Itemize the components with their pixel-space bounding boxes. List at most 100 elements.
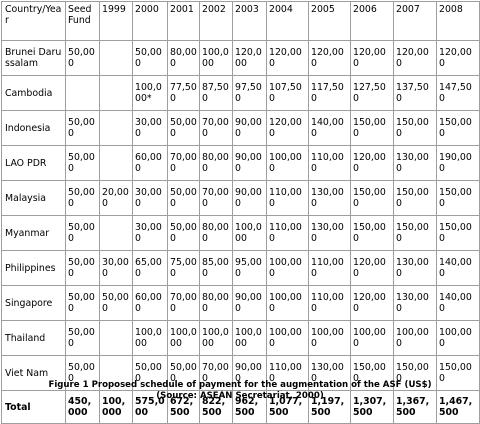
figure-caption: Figure 1 Proposed schedule of payment fo… (0, 380, 480, 401)
value-cell: 65,000 (132, 250, 168, 286)
value-cell: 150,000 (436, 180, 480, 216)
value-cell: 140,000 (308, 110, 351, 146)
caption-title: Figure 1 Proposed schedule of payment fo… (48, 380, 432, 390)
country-cell: Myanmar (1, 215, 66, 251)
country-cell: Singapore (1, 285, 66, 321)
value-cell (99, 75, 133, 111)
value-cell: 150,000 (436, 215, 480, 251)
value-cell: 50,000 (99, 285, 133, 321)
value-cell: 20,000 (99, 180, 133, 216)
value-cell: 120,000 (350, 285, 394, 321)
country-cell: Viet Nam (1, 355, 66, 391)
value-cell: 90,000 (232, 180, 267, 216)
value-cell: 130,000 (393, 285, 437, 321)
value-cell: 70,000 (167, 285, 200, 321)
value-cell: 150,000 (436, 355, 480, 391)
value-cell: 100,000 (266, 285, 309, 321)
value-cell: 100,000 (199, 40, 233, 76)
value-cell: 80,000 (167, 40, 200, 76)
value-cell: 2003 (232, 1, 267, 41)
country-cell: Thailand (1, 320, 66, 356)
value-cell: 110,000 (308, 250, 351, 286)
value-cell: 110,000 (266, 215, 309, 251)
value-cell: 50,000 (132, 40, 168, 76)
value-cell: 30,000 (132, 215, 168, 251)
value-cell: 100,000 (308, 320, 351, 356)
value-cell: 120,000 (266, 40, 309, 76)
value-cell: 30,000 (132, 110, 168, 146)
value-cell: 130,000 (393, 145, 437, 181)
value-cell: 100,000 (266, 320, 309, 356)
value-cell: 120,000 (232, 40, 267, 76)
value-cell: 120,000 (393, 40, 437, 76)
value-cell: 2000 (132, 1, 168, 41)
header-row: Country/Year Seed Fund 1999 2000 2001 2002 200… (1, 1, 480, 41)
value-cell: 120,000 (350, 145, 394, 181)
value-cell (99, 145, 133, 181)
value-cell: 110,000 (266, 180, 309, 216)
value-cell: 95,000 (232, 250, 267, 286)
value-cell: Seed Fund (65, 1, 100, 41)
value-cell (99, 40, 133, 76)
value-cell: 147,500 (436, 75, 480, 111)
value-cell: 90,000 (232, 145, 267, 181)
table-row: Myanmar 50,000 30,000 50,000 80,000 100,000 11… (1, 215, 480, 251)
value-cell: 130,000 (393, 250, 437, 286)
value-cell (99, 110, 133, 146)
value-cell: 120,000 (350, 250, 394, 286)
value-cell: 97,500 (232, 75, 267, 111)
country-cell: LAO PDR (1, 145, 66, 181)
value-cell: 70,000 (167, 145, 200, 181)
value-cell: 110,000 (308, 145, 351, 181)
value-cell: 50,000 (65, 250, 100, 286)
value-cell: 2001 (167, 1, 200, 41)
value-cell (99, 215, 133, 251)
country-cell: Indonesia (1, 110, 66, 146)
value-cell: 50,000 (65, 285, 100, 321)
value-cell: 90,000 (232, 285, 267, 321)
value-cell: 50,000 (167, 110, 200, 146)
value-cell: 100,000* (132, 75, 168, 111)
table-row: Brunei Darussalam 50,000 50,000 80,000 100,0… (1, 40, 480, 76)
value-cell: 120,000 (266, 110, 309, 146)
value-cell: 80,000 (199, 145, 233, 181)
table-row: Malaysia 50,000 20,000 30,000 50,000 70,000 90… (1, 180, 480, 216)
value-cell: 100,000 (132, 320, 168, 356)
value-cell: 50,000 (167, 355, 200, 391)
value-cell: 85,000 (199, 250, 233, 286)
value-cell: 140,000 (436, 250, 480, 286)
value-cell: 90,000 (232, 110, 267, 146)
value-cell: 100,000 (436, 320, 480, 356)
value-cell: 130,000 (308, 180, 351, 216)
table-row: Philippines 50,000 30,000 65,000 75,000 85,00… (1, 250, 480, 286)
value-cell: 190,000 (436, 145, 480, 181)
value-cell: 130,000 (308, 355, 351, 391)
table-row: Viet Nam 50,000 50,000 50,000 70,000 90,000 11… (1, 355, 480, 391)
country-cell: Malaysia (1, 180, 66, 216)
value-cell: 2006 (350, 1, 394, 41)
value-cell: 100,000 (232, 320, 267, 356)
value-cell: 60,000 (132, 145, 168, 181)
value-cell: 77,500 (167, 75, 200, 111)
value-cell: 110,000 (266, 355, 309, 391)
value-cell: 100,000 (266, 145, 309, 181)
value-cell: 70,000 (199, 180, 233, 216)
table-row: Cambodia 100,000* 77,500 87,500 97,500 107,50… (1, 75, 480, 111)
value-cell: 110,000 (308, 285, 351, 321)
value-cell: 127,500 (350, 75, 394, 111)
value-cell: 140,000 (436, 285, 480, 321)
value-cell: 150,000 (393, 180, 437, 216)
value-cell: 150,000 (350, 110, 394, 146)
value-cell: 70,000 (199, 110, 233, 146)
table-row: LAO PDR 50,000 60,000 70,000 80,000 90,000 100… (1, 145, 480, 181)
country-cell: Cambodia (1, 75, 66, 111)
value-cell: 50,000 (65, 40, 100, 76)
value-cell: 107,500 (266, 75, 309, 111)
value-cell (65, 75, 100, 111)
value-cell: 120,000 (308, 40, 351, 76)
value-cell: 87,500 (199, 75, 233, 111)
value-cell: 150,000 (350, 180, 394, 216)
value-cell (99, 320, 133, 356)
